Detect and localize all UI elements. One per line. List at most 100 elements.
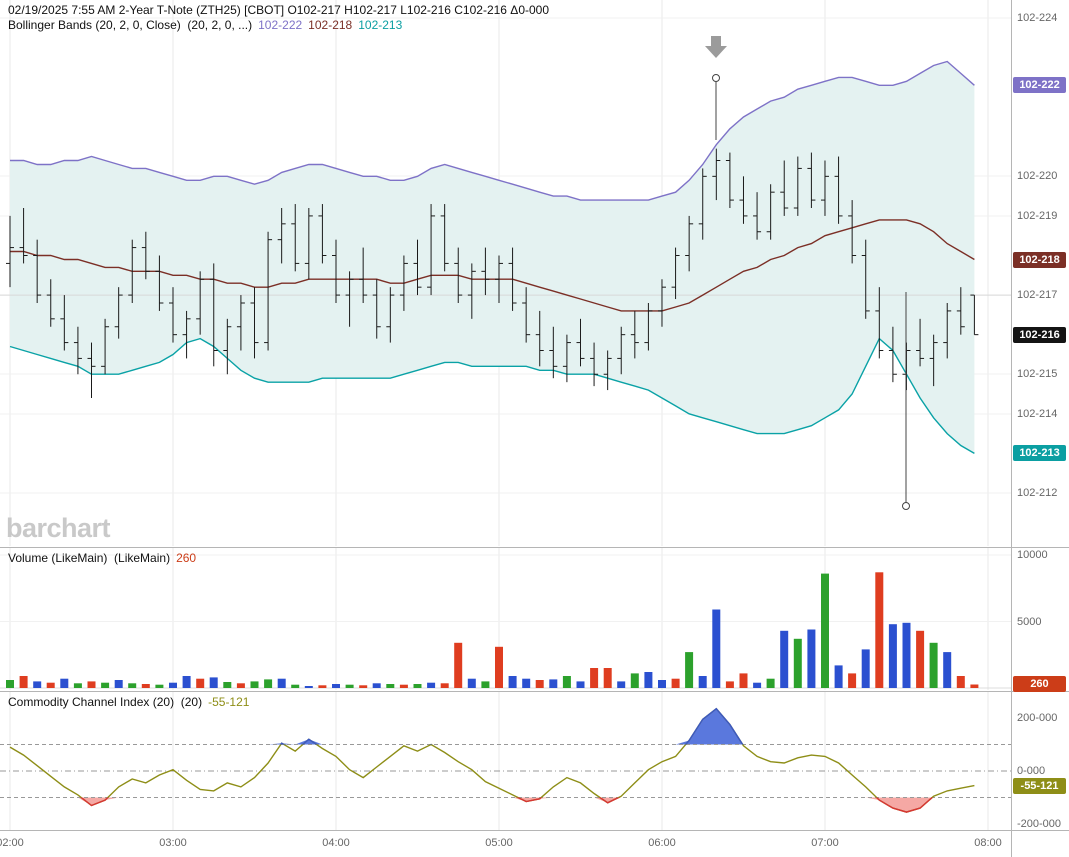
ohlc-bar[interactable]	[766, 184, 775, 240]
volume-bar[interactable]	[33, 681, 42, 688]
main-chart-panel[interactable]	[0, 0, 1011, 546]
volume-bar[interactable]	[413, 684, 422, 688]
ohlc-bar[interactable]	[19, 207, 28, 264]
cci-panel[interactable]	[0, 692, 1011, 830]
ohlc-bar[interactable]	[33, 239, 42, 303]
ohlc-bar[interactable]	[372, 279, 381, 339]
ohlc-bar[interactable]	[956, 287, 965, 335]
ohlc-bar[interactable]	[481, 247, 490, 296]
ohlc-bar[interactable]	[304, 207, 313, 280]
ohlc-bar[interactable]	[291, 204, 300, 272]
volume-bar[interactable]	[427, 682, 436, 688]
volume-bar[interactable]	[861, 649, 870, 688]
volume-bar[interactable]	[617, 681, 626, 688]
ohlc-bar[interactable]	[223, 318, 232, 375]
volume-bar[interactable]	[169, 682, 177, 688]
volume-bar[interactable]	[671, 678, 680, 688]
ohlc-bar[interactable]	[399, 255, 408, 311]
ohlc-bar[interactable]	[685, 215, 694, 272]
ohlc-bar[interactable]	[929, 334, 938, 387]
ohlc-bar[interactable]	[943, 302, 952, 359]
ohlc-bar[interactable]	[535, 310, 544, 367]
ohlc-bar[interactable]	[236, 295, 245, 351]
volume-bar[interactable]	[848, 673, 857, 688]
ohlc-bar[interactable]	[712, 148, 721, 201]
ohlc-bar[interactable]	[549, 326, 558, 379]
ohlc-bar[interactable]	[114, 287, 123, 339]
volume-bar[interactable]	[304, 686, 313, 688]
ohlc-bar[interactable]	[386, 287, 395, 343]
down-arrow-annotation[interactable]	[705, 36, 727, 58]
ohlc-bar[interactable]	[807, 152, 816, 208]
ohlc-bar[interactable]	[725, 152, 734, 208]
volume-bar[interactable]	[277, 678, 286, 688]
ohlc-bar[interactable]	[603, 350, 612, 391]
ohlc-bar[interactable]	[820, 160, 829, 216]
ohlc-bar[interactable]	[345, 271, 354, 327]
ohlc-bar[interactable]	[264, 231, 273, 351]
ohlc-bar[interactable]	[168, 287, 177, 343]
ohlc-bar[interactable]	[861, 239, 870, 319]
ohlc-bar[interactable]	[494, 255, 503, 303]
volume-panel[interactable]	[0, 548, 1011, 690]
ohlc-bar[interactable]	[182, 310, 191, 359]
volume-bar[interactable]	[128, 683, 137, 688]
volume-bar[interactable]	[209, 677, 218, 688]
ohlc-bar[interactable]	[576, 318, 585, 367]
volume-bar[interactable]	[372, 683, 381, 688]
ohlc-bar[interactable]	[454, 247, 463, 303]
volume-bar[interactable]	[386, 684, 395, 688]
ohlc-bar[interactable]	[467, 263, 476, 319]
volume-bar[interactable]	[46, 682, 55, 688]
volume-bar[interactable]	[658, 680, 666, 688]
ohlc-bar[interactable]	[318, 204, 327, 264]
volume-bar[interactable]	[576, 681, 585, 688]
volume-bar[interactable]	[725, 681, 734, 688]
volume-bar[interactable]	[698, 676, 707, 688]
ohlc-bar[interactable]	[196, 271, 205, 335]
ohlc-bar[interactable]	[508, 247, 517, 311]
ohlc-bar[interactable]	[60, 295, 69, 351]
volume-bar[interactable]	[780, 630, 789, 688]
volume-bars[interactable]	[6, 572, 979, 688]
volume-bar[interactable]	[359, 685, 368, 688]
vertical-line-annotation-1[interactable]	[712, 74, 720, 141]
volume-bar[interactable]	[60, 678, 69, 688]
ohlc-bar[interactable]	[141, 231, 150, 280]
volume-bar[interactable]	[141, 684, 150, 688]
volume-bar[interactable]	[318, 685, 327, 688]
ohlc-bar[interactable]	[277, 207, 286, 264]
volume-bar[interactable]	[399, 684, 408, 688]
volume-bar[interactable]	[332, 684, 340, 688]
volume-bar[interactable]	[793, 638, 802, 688]
ohlc-bar[interactable]	[250, 287, 259, 359]
ohlc-bar[interactable]	[671, 247, 680, 300]
volume-bar[interactable]	[73, 683, 82, 688]
ohlc-bar[interactable]	[888, 326, 897, 383]
volume-bar[interactable]	[590, 668, 599, 688]
volume-bar[interactable]	[182, 676, 191, 688]
ohlc-bar[interactable]	[875, 287, 884, 359]
ohlc-bar[interactable]	[128, 239, 137, 303]
volume-bar[interactable]	[943, 652, 952, 688]
volume-bar[interactable]	[875, 572, 884, 688]
volume-bar[interactable]	[929, 642, 938, 688]
ohlc-bar[interactable]	[780, 160, 789, 216]
volume-bar[interactable]	[19, 676, 28, 688]
ohlc-bar[interactable]	[617, 326, 626, 375]
volume-bar[interactable]	[644, 672, 653, 688]
volume-bar[interactable]	[821, 573, 829, 688]
volume-bar[interactable]	[6, 680, 14, 688]
ohlc-bar[interactable]	[155, 255, 164, 311]
volume-bar[interactable]	[291, 684, 300, 688]
volume-bar[interactable]	[902, 622, 911, 688]
ohlc-bar[interactable]	[562, 334, 571, 383]
ohlc-bar[interactable]	[970, 294, 979, 336]
ohlc-bar[interactable]	[101, 318, 110, 375]
volume-bar[interactable]	[481, 681, 490, 688]
volume-bar[interactable]	[739, 673, 748, 688]
ohlc-bar[interactable]	[834, 156, 843, 224]
ohlc-bar[interactable]	[359, 247, 368, 303]
ohlc-bar[interactable]	[590, 342, 599, 387]
volume-bar[interactable]	[508, 676, 517, 688]
